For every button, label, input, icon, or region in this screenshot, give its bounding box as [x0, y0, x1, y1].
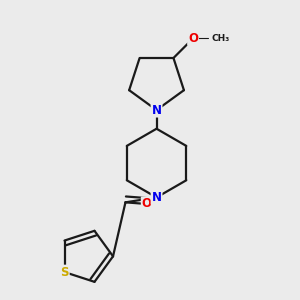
Text: S: S [60, 266, 69, 279]
Text: O: O [188, 32, 198, 45]
Text: N: N [152, 191, 161, 204]
Text: N: N [152, 103, 161, 117]
Text: CH₃: CH₃ [211, 34, 229, 43]
Text: O: O [142, 197, 152, 211]
